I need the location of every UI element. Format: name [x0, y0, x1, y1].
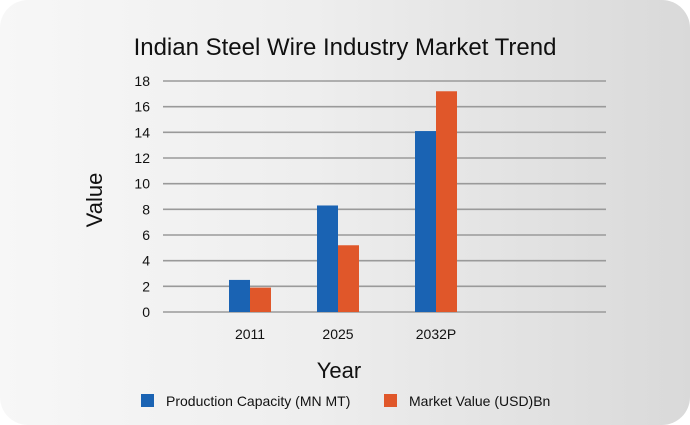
- bar-production-capacity-2011: [229, 279, 250, 312]
- bar-production-capacity-2032p: [415, 131, 436, 312]
- x-axis-title: Year: [317, 358, 361, 383]
- y-tick-label: 16: [134, 99, 150, 115]
- y-tick-label: 2: [142, 278, 150, 294]
- y-tick-label: 6: [142, 227, 150, 243]
- y-tick-label: 10: [134, 176, 150, 192]
- x-tick-label: 2032P: [416, 326, 456, 342]
- y-tick-label: 14: [134, 124, 150, 140]
- chart-title: Indian Steel Wire Industry Market Trend: [134, 34, 557, 61]
- bar-production-capacity-2025: [317, 205, 338, 312]
- bar-market-value-2025: [338, 245, 359, 312]
- grid-layer: [163, 80, 606, 313]
- y-tick-label: 4: [142, 253, 150, 269]
- y-tick-label: 8: [142, 201, 150, 217]
- y-axis-ticks: 0 2 4 6 8 10 12 14 16 18: [134, 73, 150, 320]
- legend-swatch: [384, 394, 397, 407]
- x-tick-label: 2025: [322, 326, 353, 342]
- y-tick-label: 18: [134, 73, 150, 89]
- y-axis-title: Value: [82, 173, 107, 228]
- bar-market-value-2011: [250, 287, 271, 312]
- legend-label: Market Value (USD)Bn: [409, 393, 550, 409]
- y-tick-label: 12: [134, 150, 150, 166]
- x-axis-ticks: 2011 2025 2032P: [235, 326, 456, 342]
- legend-swatch: [141, 394, 154, 407]
- legend-label: Production Capacity (MN MT): [166, 393, 350, 409]
- x-tick-label: 2011: [235, 326, 265, 342]
- y-tick-label: 0: [142, 304, 150, 320]
- bar-market-value-2032p: [436, 91, 457, 313]
- bar-layer: [229, 91, 457, 313]
- legend: Production Capacity (MN MT) Market Value …: [141, 393, 550, 409]
